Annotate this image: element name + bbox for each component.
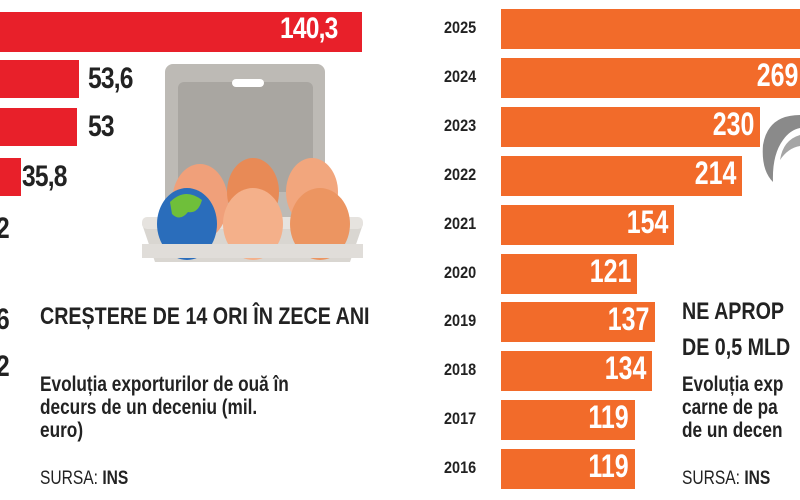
eggs-chart-subtitle: Evoluția exporturilor de ouă în decurs d… xyxy=(40,373,289,442)
poultry-chart-source: SURSA: INS xyxy=(682,468,771,489)
poultry-bar xyxy=(501,9,800,49)
poultry-bar xyxy=(501,155,742,196)
poultry-value-label: 134 xyxy=(604,350,646,387)
eggs-value-label: 2 xyxy=(0,350,10,384)
year-label: 2021 xyxy=(444,213,477,233)
poultry-value-label: 119 xyxy=(588,399,629,436)
poultry-value-label: 214 xyxy=(694,154,736,191)
year-label: 2025 xyxy=(444,18,477,37)
year-label: 2024 xyxy=(444,66,477,86)
poultry-chart-title-line2: DE 0,5 MLD xyxy=(682,334,791,361)
poultry-bar xyxy=(501,57,800,98)
poultry-bar xyxy=(501,106,760,147)
poultry-chart-subtitle-2: carne de pa xyxy=(682,396,778,419)
year-label: 2023 xyxy=(444,115,477,135)
poultry-value-label: 121 xyxy=(589,252,632,289)
poultry-chart-title: NE APROP xyxy=(682,298,785,325)
eggs-bar xyxy=(0,12,363,52)
poultry-bar xyxy=(501,351,652,392)
eggs-bar xyxy=(0,158,21,196)
eggs-chart-source: SURSA: INS xyxy=(40,468,129,489)
eggs-bar xyxy=(0,60,79,98)
eggs-value-label: 140,3 xyxy=(280,12,338,45)
poultry-bar xyxy=(501,302,656,343)
eggs-value-label: 35,8 xyxy=(22,160,67,193)
eggs-chart-title: CREȘTERE DE 14 ORI ÎN ZECE ANI xyxy=(40,303,370,330)
eggs-value-label: 53,6 xyxy=(88,62,133,95)
year-label: 2018 xyxy=(444,360,477,380)
eggs-value-label: 2 xyxy=(0,212,10,246)
rooster-icon xyxy=(762,115,800,182)
year-label: 2022 xyxy=(444,164,477,184)
eggs-value-label: 6 xyxy=(0,303,10,337)
poultry-bar xyxy=(501,253,638,294)
egg-carton-illustration xyxy=(142,64,363,262)
poultry-bar xyxy=(501,449,635,490)
poultry-value-label: 269 xyxy=(756,56,798,93)
poultry-value-label: 154 xyxy=(626,203,669,240)
poultry-bar xyxy=(501,400,635,441)
poultry-value-label: 119 xyxy=(588,448,629,485)
eggs-value-label: 53 xyxy=(88,110,115,143)
year-label: 2016 xyxy=(444,458,477,478)
poultry-bar xyxy=(501,204,675,245)
year-label: 2019 xyxy=(444,311,477,331)
year-label: 2020 xyxy=(444,262,477,282)
poultry-chart-subtitle-1: Evoluția exp xyxy=(682,373,784,396)
year-label: 2017 xyxy=(444,409,477,429)
poultry-chart-subtitle-3: de un decen xyxy=(682,419,783,442)
eggs-bar xyxy=(0,108,78,146)
poultry-value-label: 137 xyxy=(607,301,650,338)
poultry-value-label: 230 xyxy=(712,105,754,142)
